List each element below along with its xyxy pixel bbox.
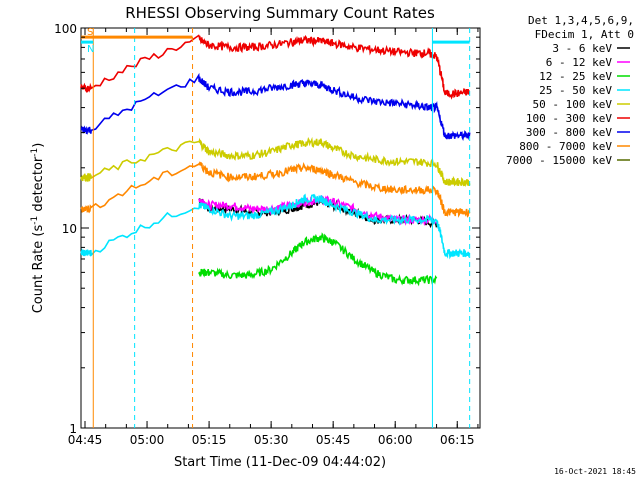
flag-bars: SN	[81, 27, 470, 55]
series-line-3-0	[80, 193, 471, 260]
legend-label-5: 100 - 300 keV	[526, 112, 612, 125]
series-3	[80, 193, 471, 260]
x-tick-label-0: 04:45	[68, 433, 103, 447]
x-axis-label: Start Time (11-Dec-09 04:44:02)	[174, 455, 386, 470]
legend-label-8: 7000 - 15000 keV	[506, 154, 612, 167]
y-tick-label-0: 1	[69, 422, 77, 436]
x-tick-label-6: 06:15	[440, 433, 475, 447]
legend-label-7: 800 - 7000 keV	[519, 140, 612, 153]
series-1	[198, 195, 437, 227]
y-tick-label-2: 100	[54, 22, 77, 36]
series-5	[80, 34, 470, 100]
series-line-4-0	[80, 136, 471, 188]
series-lines	[80, 34, 471, 287]
legend: Det 1,3,4,5,6,9, FDecim 1, Att 0 3 - 6 k…	[506, 14, 634, 167]
y-axis-label-main: Count Rate (s	[31, 225, 46, 314]
flag-label-0: S	[87, 27, 93, 38]
legend-header-line-2: FDecim 1, Att 0	[535, 28, 634, 41]
series-line-2-0	[198, 232, 438, 287]
y-axis-label: Count Rate (s-1 detector-1)	[30, 143, 46, 314]
x-tick-label-5: 06:00	[378, 433, 413, 447]
series-line-1-0	[198, 195, 437, 227]
x-tick-label-3: 05:30	[254, 433, 289, 447]
chart-title: RHESSI Observing Summary Count Rates	[125, 4, 435, 22]
x-tick-label-1: 05:00	[130, 433, 165, 447]
series-line-5-0	[80, 34, 470, 100]
y-tick-label-1: 10	[62, 222, 77, 236]
legend-label-2: 12 - 25 keV	[539, 70, 612, 83]
legend-label-0: 3 - 6 keV	[552, 42, 612, 55]
series-7	[80, 160, 471, 218]
legend-label-6: 300 - 800 keV	[526, 126, 612, 139]
time-markers	[92, 28, 471, 428]
series-4	[80, 136, 471, 188]
y-axis-label-mid: detector	[31, 156, 46, 216]
legend-header-line-1: Det 1,3,4,5,6,9,	[528, 14, 634, 27]
x-tick-label-4: 05:45	[316, 433, 351, 447]
x-tick-label-2: 05:15	[192, 433, 227, 447]
axes: 1 10 100 04:45 05:00 05:15 05:30 05:45 06:00 06:1…	[54, 22, 480, 447]
series-line-7-0	[80, 160, 471, 218]
y-axis-label-sup: -1	[30, 216, 40, 225]
series-line-6-0	[80, 72, 471, 141]
legend-label-4: 50 - 100 keV	[533, 98, 613, 111]
y-axis-label-end: )	[31, 143, 46, 148]
series-6	[80, 72, 471, 141]
legend-label-1: 6 - 12 keV	[546, 56, 613, 69]
generation-timestamp: 16-Oct-2021 18:45	[554, 467, 636, 476]
series-2	[198, 232, 438, 287]
legend-label-3: 25 - 50 keV	[539, 84, 612, 97]
flag-label-1: N	[87, 44, 94, 55]
y-axis-label-sup2: -1	[30, 148, 40, 157]
